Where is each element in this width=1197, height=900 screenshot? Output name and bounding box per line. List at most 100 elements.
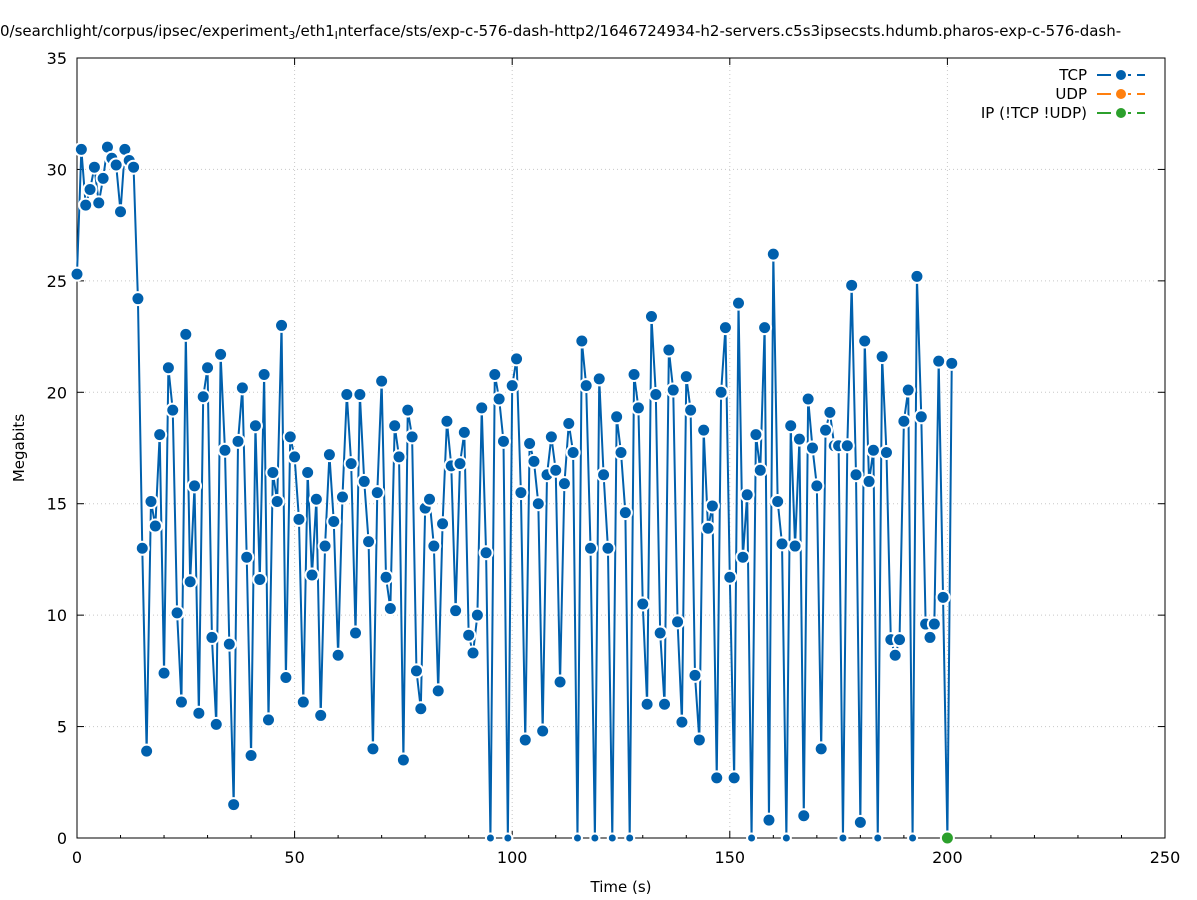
- data-point: [556, 476, 572, 492]
- data-point: [704, 498, 720, 514]
- x-tick-label: 100: [497, 848, 528, 867]
- data-point: [596, 467, 612, 483]
- legend-label: UDP: [1055, 85, 1087, 103]
- data-point: [387, 418, 403, 434]
- data-point: [670, 614, 686, 630]
- data-point: [652, 625, 668, 641]
- data-point: [378, 569, 394, 585]
- data-point: [635, 596, 651, 612]
- data-point: [657, 696, 673, 712]
- data-point: [221, 636, 237, 652]
- data-point: [874, 349, 890, 365]
- data-point: [487, 366, 503, 382]
- data-point: [583, 540, 599, 556]
- data-point: [308, 491, 324, 507]
- data-point: [200, 360, 216, 376]
- data-point: [752, 462, 768, 478]
- data-point: [304, 567, 320, 583]
- data-point: [857, 333, 873, 349]
- data-point: [526, 453, 542, 469]
- data-point: [73, 141, 89, 157]
- data-point: [484, 832, 496, 844]
- data-point: [91, 195, 107, 211]
- data-point: [143, 493, 159, 509]
- axis-ticks: 0 50 100 150 200 250 0 5 10 15 20 25 30 35: [47, 49, 1181, 867]
- y-axis-label: Megabits: [10, 414, 28, 482]
- data-point: [796, 808, 812, 824]
- data-point: [746, 832, 758, 844]
- data-point: [413, 701, 429, 717]
- data-point: [208, 716, 224, 732]
- data-point: [900, 382, 916, 398]
- data-point: [334, 489, 350, 505]
- data-point: [643, 309, 659, 325]
- x-tick-label: 0: [72, 848, 82, 867]
- data-point: [95, 170, 111, 186]
- data-point: [287, 449, 303, 465]
- data-point: [230, 433, 246, 449]
- data-point: [226, 797, 242, 813]
- chart-title: 0/searchlight/corpus/ipsec/experiment3/e…: [0, 22, 1121, 42]
- data-point: [382, 600, 398, 616]
- y-tick-label: 25: [47, 272, 67, 291]
- data-point: [326, 514, 342, 530]
- data-point: [247, 418, 263, 434]
- data-point: [639, 696, 655, 712]
- data-point: [757, 320, 773, 336]
- data-point: [696, 422, 712, 438]
- data-point: [422, 491, 438, 507]
- data-point: [665, 382, 681, 398]
- data-point: [439, 413, 455, 429]
- data-point: [239, 549, 255, 565]
- data-point: [804, 440, 820, 456]
- data-point: [700, 520, 716, 536]
- data-point: [313, 707, 329, 723]
- data-point: [217, 442, 233, 458]
- data-point: [691, 732, 707, 748]
- data-point: [548, 462, 564, 478]
- series-line: [76, 146, 953, 839]
- data-point: [591, 371, 607, 387]
- data-point: [339, 387, 355, 403]
- data-point: [674, 714, 690, 730]
- data-point: [113, 204, 129, 220]
- data-point: [426, 538, 442, 554]
- data-point: [274, 317, 290, 333]
- data-point: [300, 465, 316, 481]
- data-point: [770, 493, 786, 509]
- legend-marker: [1114, 106, 1128, 120]
- data-point: [624, 832, 636, 844]
- data-point: [448, 603, 464, 619]
- data-point: [465, 645, 481, 661]
- legend-marker: [1114, 68, 1128, 82]
- data-point: [260, 712, 276, 728]
- data-point: [478, 545, 494, 561]
- data-point: [134, 540, 150, 556]
- data-point: [578, 378, 594, 394]
- data-point: [517, 732, 533, 748]
- x-tick-label: 50: [284, 848, 304, 867]
- legend-entry: IP (!TCP !UDP): [981, 104, 1145, 122]
- data-point: [502, 832, 514, 844]
- data-point: [82, 181, 98, 197]
- data-point: [765, 246, 781, 262]
- data-point: [404, 429, 420, 445]
- data-point: [726, 770, 742, 786]
- data-point: [731, 295, 747, 311]
- data-point: [234, 380, 250, 396]
- data-point: [165, 402, 181, 418]
- legend-label: IP (!TCP !UDP): [981, 104, 1087, 122]
- data-point: [574, 333, 590, 349]
- data-point: [278, 670, 294, 686]
- data-point: [713, 384, 729, 400]
- data-point: [787, 538, 803, 554]
- data-point: [887, 647, 903, 663]
- series-3: [939, 830, 955, 846]
- data-point: [430, 683, 446, 699]
- data-point: [922, 629, 938, 645]
- data-point: [495, 433, 511, 449]
- data-point: [837, 832, 849, 844]
- data-point: [565, 444, 581, 460]
- data-point: [774, 536, 790, 552]
- data-point: [365, 741, 381, 757]
